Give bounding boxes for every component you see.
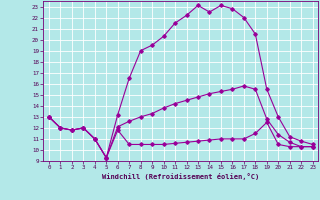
X-axis label: Windchill (Refroidissement éolien,°C): Windchill (Refroidissement éolien,°C) xyxy=(102,173,260,180)
